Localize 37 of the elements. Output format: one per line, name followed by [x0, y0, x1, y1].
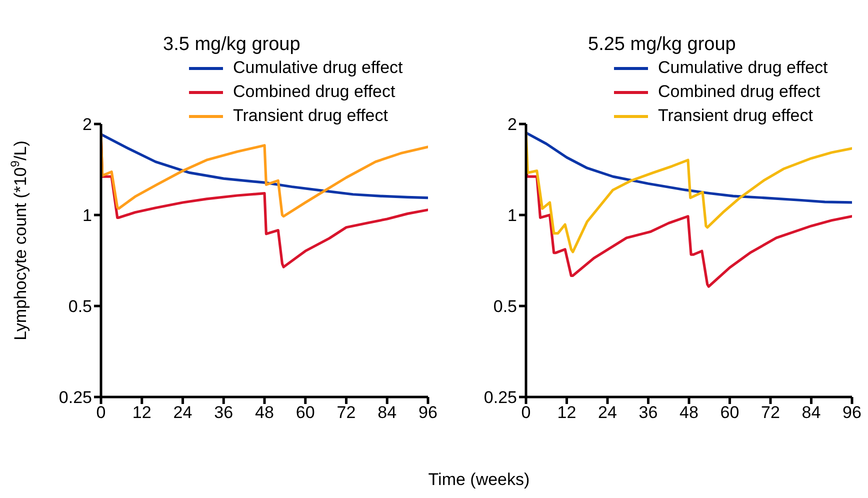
y-tick-label: 0.25	[484, 388, 517, 408]
legend-label: Cumulative drug effect	[658, 58, 828, 78]
x-tick-label: 24	[598, 403, 617, 422]
x-tick-label: 0	[96, 403, 106, 422]
y-tick-label: 2	[508, 115, 517, 134]
chart-title: 3.5 mg/kg group	[162, 34, 302, 56]
line-series	[526, 132, 852, 204]
y-tick-label: 1	[508, 206, 517, 226]
legend-label: Transient drug effect	[658, 106, 813, 126]
x-tick-label: 48	[255, 403, 274, 422]
x-tick-label: 12	[132, 403, 152, 422]
y-tick-label: 0.25	[58, 388, 92, 408]
legend-label: Combined drug effect	[658, 82, 820, 102]
x-tick-label: 36	[638, 403, 658, 422]
y-tick-label: 0.5	[493, 297, 517, 316]
x-tick-label: 72	[336, 403, 356, 422]
x-tick-label: 60	[720, 403, 740, 422]
x-tick-label: 0	[521, 403, 531, 422]
y-tick-label: 2	[82, 115, 92, 134]
chart-title: 5.25 mg/kg group	[587, 34, 737, 56]
y-tick-label: 1	[82, 206, 92, 226]
x-axis-title: Time (weeks)	[427, 470, 531, 490]
x-tick-label: 48	[680, 403, 698, 422]
x-tick-label: 36	[214, 403, 234, 422]
x-tick-label: 96	[842, 403, 862, 422]
x-tick-label: 84	[802, 403, 821, 422]
x-tick-label: 24	[173, 403, 192, 422]
x-tick-label: 12	[557, 403, 576, 422]
line-series	[101, 132, 428, 200]
legend-label: Transient drug effect	[233, 106, 388, 126]
x-tick-label: 60	[296, 403, 315, 422]
legend-label: Combined drug effect	[233, 82, 396, 102]
x-tick-label: 96	[418, 403, 438, 422]
y-tick-label: 0.5	[68, 297, 92, 316]
x-tick-label: 72	[761, 403, 780, 422]
x-tick-label: 84	[378, 403, 397, 422]
legend-label: Cumulative drug effect	[233, 58, 403, 78]
